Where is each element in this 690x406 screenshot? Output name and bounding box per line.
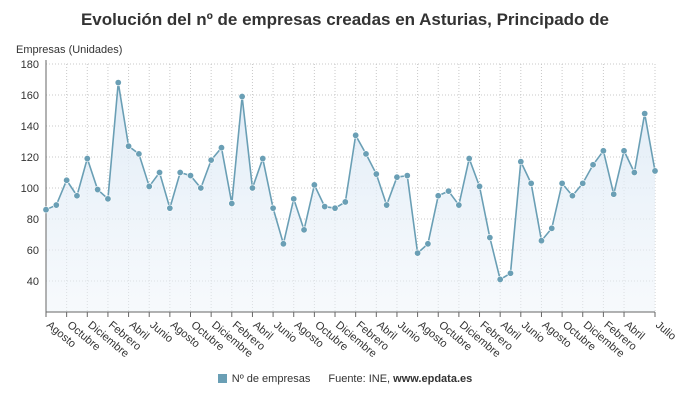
- x-tick-label: Junio: [271, 319, 299, 345]
- data-point: [372, 170, 380, 178]
- data-point: [620, 147, 628, 155]
- data-point: [279, 240, 287, 248]
- data-point: [568, 192, 576, 200]
- source-label: Fuente: INE,: [328, 373, 394, 385]
- y-tick-label: 100: [21, 183, 39, 195]
- data-point: [434, 192, 442, 200]
- data-point: [548, 224, 556, 232]
- y-tick-label: 140: [21, 121, 39, 133]
- data-point: [145, 182, 153, 190]
- data-point: [527, 179, 535, 187]
- y-axis-label: Empresas (Unidades): [16, 44, 123, 56]
- data-point: [176, 169, 184, 177]
- legend-swatch: [217, 374, 227, 383]
- data-point: [259, 155, 267, 163]
- data-point: [125, 142, 133, 150]
- x-tick-label: Julio: [653, 319, 678, 343]
- x-tick-label: Junio: [147, 319, 175, 345]
- source-site[interactable]: www.epdata.es: [393, 373, 473, 385]
- data-point: [207, 156, 215, 164]
- data-point: [269, 204, 277, 212]
- data-point: [228, 200, 236, 208]
- legend-series-name: Nº de empresas: [231, 373, 311, 385]
- data-point: [414, 249, 422, 257]
- data-point: [393, 173, 401, 181]
- y-tick-label: 40: [27, 276, 39, 288]
- data-point: [589, 161, 597, 169]
- data-point: [300, 226, 308, 234]
- data-point: [362, 150, 370, 158]
- data-point: [579, 179, 587, 187]
- data-point: [641, 110, 649, 118]
- data-point: [506, 269, 514, 277]
- y-tick-label: 120: [21, 152, 39, 164]
- data-point: [42, 206, 50, 214]
- data-point: [424, 240, 432, 248]
- data-point: [403, 172, 411, 180]
- y-tick-label: 160: [21, 90, 39, 102]
- legend: Nº de empresas Fuente: INE, www.epdata.es: [0, 373, 690, 385]
- data-point: [187, 172, 195, 180]
- data-point: [156, 169, 164, 177]
- data-point: [610, 190, 618, 198]
- data-point: [630, 169, 638, 177]
- data-point: [476, 182, 484, 190]
- y-tick-label: 80: [27, 214, 39, 226]
- data-point: [651, 167, 659, 175]
- data-point: [445, 187, 453, 195]
- data-point: [290, 195, 298, 203]
- data-point: [352, 131, 360, 139]
- chart-title: Evolución del nº de empresas creadas en …: [80, 10, 610, 29]
- data-point: [455, 201, 463, 209]
- data-point: [341, 198, 349, 206]
- data-point: [517, 158, 525, 166]
- data-point: [383, 201, 391, 209]
- data-point: [599, 147, 607, 155]
- data-point: [52, 201, 60, 209]
- data-point: [166, 204, 174, 212]
- data-point: [558, 179, 566, 187]
- x-tick-label: Junio: [395, 319, 423, 345]
- data-point: [537, 237, 545, 245]
- data-point: [465, 155, 473, 163]
- data-point: [321, 203, 329, 211]
- data-point: [63, 176, 71, 184]
- data-point: [331, 204, 339, 212]
- series-line: [45, 82, 656, 281]
- data-point: [104, 195, 112, 203]
- y-tick-label: 60: [27, 245, 39, 257]
- data-point: [496, 275, 504, 283]
- data-point: [310, 181, 318, 189]
- data-point: [197, 184, 205, 192]
- series-area: [46, 82, 655, 312]
- y-tick-label: 180: [21, 59, 39, 71]
- data-point: [486, 234, 494, 242]
- data-point: [135, 150, 143, 158]
- data-point: [114, 79, 122, 87]
- data-point: [94, 186, 102, 194]
- x-tick-label: Junio: [519, 319, 547, 345]
- data-point: [217, 144, 225, 152]
- data-point: [248, 184, 256, 192]
- data-point: [238, 93, 246, 101]
- data-point: [83, 155, 91, 163]
- data-point: [73, 192, 81, 200]
